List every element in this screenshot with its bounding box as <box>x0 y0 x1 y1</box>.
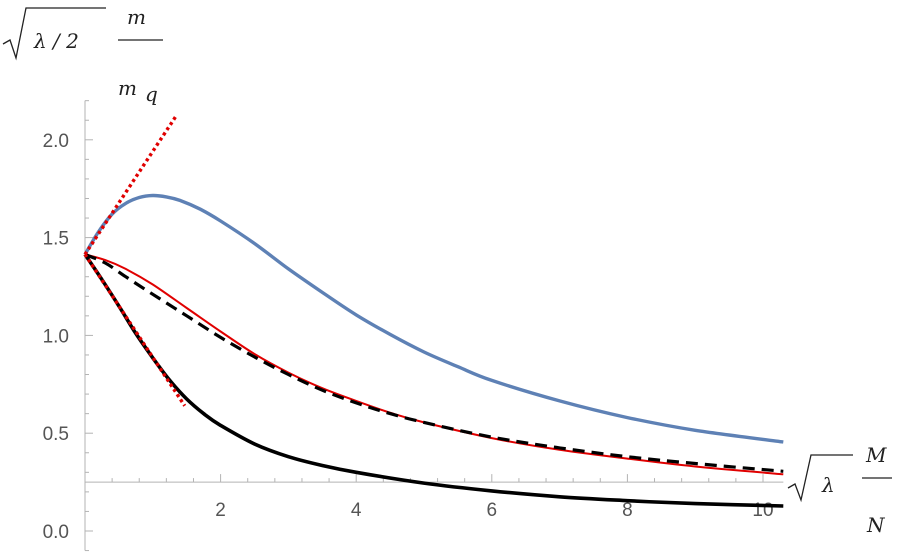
x-tick-label: 6 <box>487 500 498 521</box>
y-tick-label: 0.0 <box>43 522 69 543</box>
x-tick-label: 2 <box>215 500 226 521</box>
y-label-root-sign <box>2 7 106 61</box>
series-line-6 <box>83 253 187 407</box>
y-tick-label: 0.5 <box>43 424 69 445</box>
series-line-5 <box>83 115 178 256</box>
x-label-root: λ <box>821 473 835 497</box>
series-line-4 <box>83 253 784 508</box>
y-axis-label: λ / 2 m m q <box>2 5 163 106</box>
x-tick-label: 10 <box>752 500 773 521</box>
series-group <box>83 115 784 508</box>
y-label-root: λ / 2 <box>33 29 79 53</box>
y-tick-label: 2.0 <box>43 131 69 152</box>
y-label-numerator: m <box>127 5 146 29</box>
x-tick-label: 8 <box>622 500 633 521</box>
x-tick-label: 4 <box>351 500 362 521</box>
y-tick-label: 1.0 <box>43 326 69 347</box>
y-label-denominator: m <box>118 76 137 100</box>
x-label-denominator: N <box>866 513 886 537</box>
x-label-root-sign <box>787 454 853 503</box>
series-line-3 <box>84 252 784 473</box>
y-label-denominator-sub: q <box>145 82 158 106</box>
x-label-numerator: M <box>865 443 887 467</box>
x-axis-label: λ M N <box>787 443 892 537</box>
axes <box>84 100 784 551</box>
series-line-2 <box>84 253 784 476</box>
ticks: 2 4 6 8 10 0.0 0.5 1.0 1.5 2.0 <box>43 100 774 552</box>
y-tick-label: 1.5 <box>43 229 69 250</box>
series-line-1 <box>83 193 784 444</box>
